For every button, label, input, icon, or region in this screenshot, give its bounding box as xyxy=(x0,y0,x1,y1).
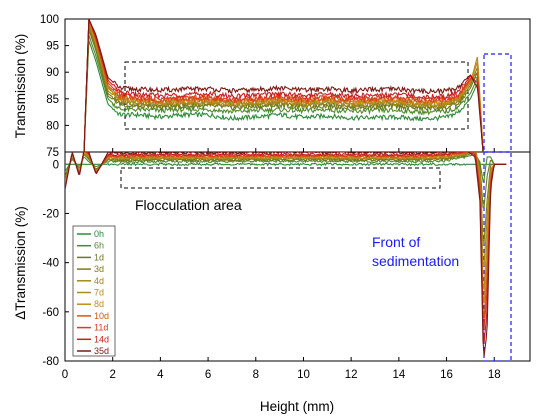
legend-label-6h: 6h xyxy=(94,241,104,251)
x-tick-label: 0 xyxy=(62,369,68,381)
legend-label-11d: 11d xyxy=(94,323,108,333)
front-annotation-line2: sedimentation xyxy=(372,253,459,269)
legend-label-8d: 8d xyxy=(94,299,104,309)
bottom-series-line-0h xyxy=(65,162,507,167)
front-annotation-line1: Front of xyxy=(372,234,420,250)
top-series-line-14d xyxy=(83,19,484,152)
bottom-y-ticks: -80 -60 -40 -20 0 xyxy=(42,159,69,368)
top-y-tick-label: 100 xyxy=(40,14,59,26)
bottom-y-tick-label: -60 xyxy=(42,307,59,319)
legend-label-3d: 3d xyxy=(94,264,104,274)
bottom-series-line-35d xyxy=(65,152,507,357)
bottom-panel-frame xyxy=(64,151,531,362)
legend-label-4d: 4d xyxy=(94,276,104,286)
bottom-series-line-8d xyxy=(65,152,507,303)
bottom-flocculation-box xyxy=(120,167,441,189)
legend-box xyxy=(72,225,116,357)
x-tick-label: 2 xyxy=(109,369,115,381)
x-tick-label: 8 xyxy=(253,369,259,381)
legend-label-10d: 10d xyxy=(94,311,109,321)
top-series-line-6h xyxy=(83,35,484,152)
legend-label-1d: 1d xyxy=(94,252,104,262)
top-y-tick-label: 95 xyxy=(46,41,59,53)
top-front-box xyxy=(483,53,512,153)
bottom-series-line-7d xyxy=(65,152,507,290)
bottom-y-axis-title: ΔTransmission (%) xyxy=(13,206,28,320)
top-series-line-3d xyxy=(83,27,484,152)
top-y-tick-label: 90 xyxy=(46,67,59,79)
bottom-front-box xyxy=(483,151,512,362)
top-series-group xyxy=(83,19,484,152)
bottom-series-line-11d xyxy=(65,152,507,330)
bottom-y-tick-label: 0 xyxy=(53,159,59,171)
bottom-series-line-3d xyxy=(65,152,507,245)
x-tick-label: 10 xyxy=(297,369,310,381)
x-tick-label: 12 xyxy=(345,369,358,381)
top-y-ticks: 75 80 85 90 95 100 xyxy=(40,14,69,159)
bottom-y-tick-label: -20 xyxy=(42,208,59,220)
x-axis-title: Height (mm) xyxy=(260,399,334,414)
bottom-series-line-6h xyxy=(65,154,507,183)
top-y-axis-title: Transmission (%) xyxy=(13,34,28,139)
legend-label-14d: 14d xyxy=(94,334,109,344)
x-tick-label: 18 xyxy=(488,369,501,381)
top-y-tick-label: 85 xyxy=(46,94,59,106)
flocculation-annotation: Flocculation area xyxy=(135,197,242,213)
legend-label-35d: 35d xyxy=(94,346,109,356)
legend-label-0h: 0h xyxy=(94,229,104,239)
bottom-y-tick-label: -40 xyxy=(42,258,59,270)
legend-label-7d: 7d xyxy=(94,288,104,298)
top-series-line-11d xyxy=(83,19,484,152)
bottom-series-group xyxy=(65,152,507,357)
x-tick-label: 6 xyxy=(205,369,211,381)
top-y-tick-label: 75 xyxy=(46,147,59,159)
top-series-line-0h xyxy=(83,40,484,152)
x-tick-label: 4 xyxy=(157,369,164,381)
top-y-tick-label: 80 xyxy=(46,120,59,132)
x-tick-label: 14 xyxy=(392,369,405,381)
top-series-line-35d xyxy=(83,19,484,152)
x-tick-label: 16 xyxy=(440,369,453,381)
bottom-y-tick-label: -80 xyxy=(42,356,59,368)
x-ticks: 0 2 4 6 8 10 12 14 16 18 xyxy=(62,148,501,381)
